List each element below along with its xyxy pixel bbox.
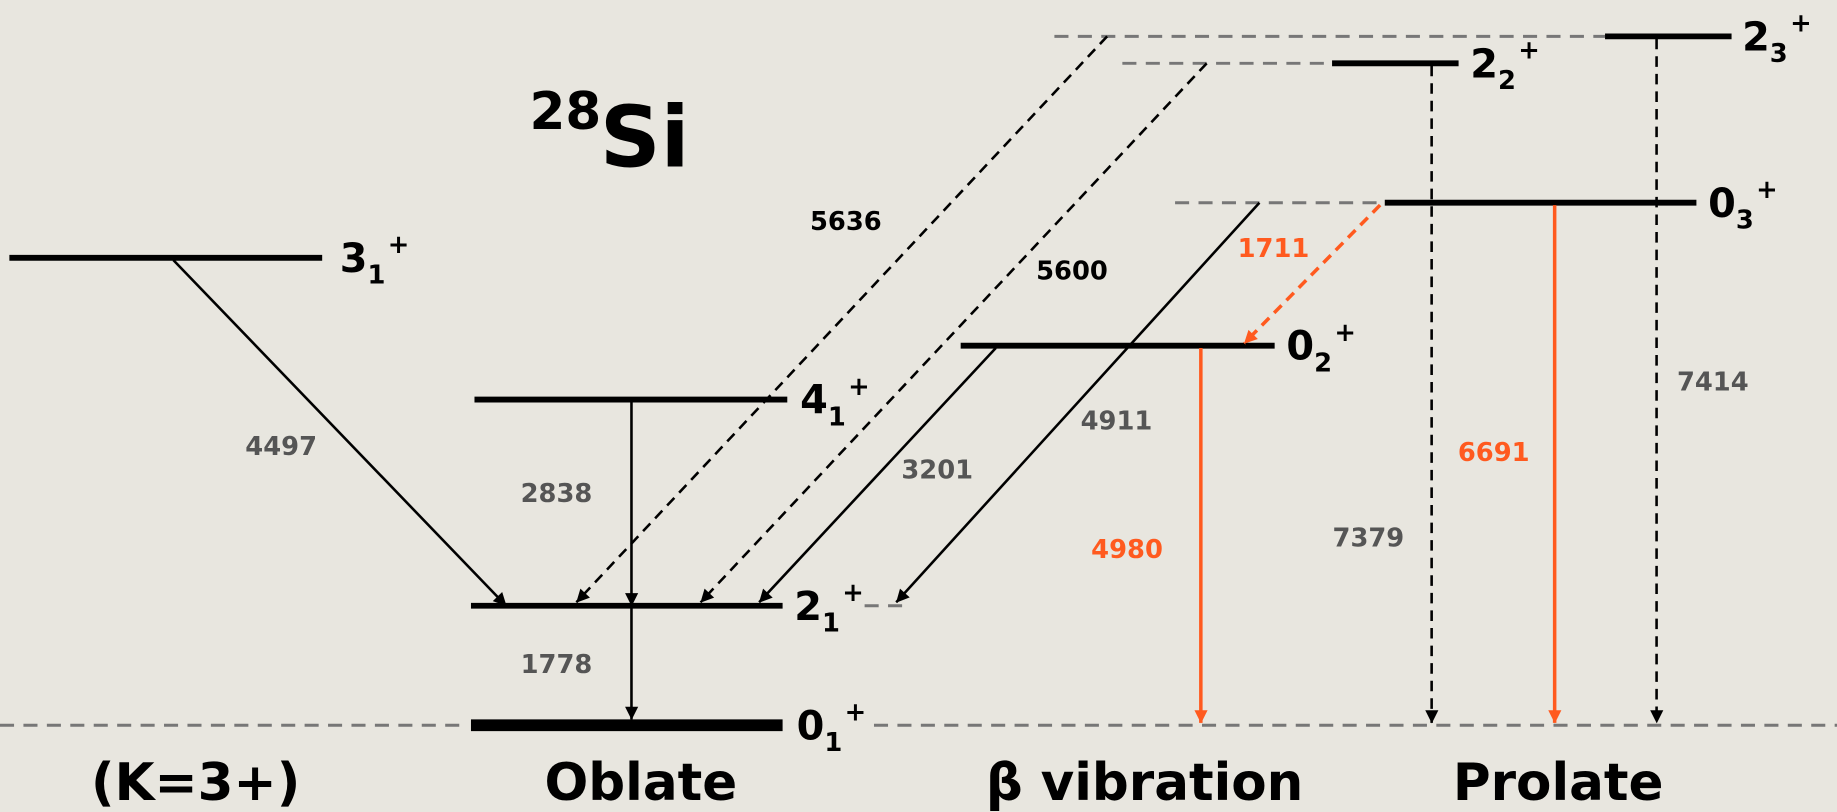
level-label: 21+ (794, 578, 864, 638)
parity: + (1334, 318, 1356, 348)
level-label: 22+ (1470, 36, 1540, 96)
transition-energy: 4497 (245, 432, 317, 462)
parity: + (1756, 175, 1778, 205)
level-index: 1 (828, 402, 846, 432)
parity: + (848, 372, 870, 402)
transition-arrow (895, 201, 1261, 604)
spin: 0 (797, 703, 825, 749)
element-symbol: Si (600, 88, 690, 186)
level-index: 1 (822, 609, 840, 639)
spin: 2 (1470, 41, 1498, 87)
band-label: Prolate (1453, 753, 1664, 812)
mass-number: 28 (530, 82, 602, 142)
band-label: β vibration (986, 753, 1304, 812)
transition-arrow (1242, 203, 1382, 345)
spin: 2 (794, 584, 822, 630)
transition-energy: 1711 (1238, 234, 1310, 264)
transition-arrow (758, 347, 997, 604)
level-index: 1 (824, 728, 842, 758)
transition-energy: 4980 (1091, 535, 1163, 565)
transition-energy: 4911 (1081, 406, 1153, 436)
parity: + (388, 230, 410, 260)
spin: 0 (1286, 324, 1314, 370)
guide-lines (0, 34, 1837, 727)
level-label: 23+ (1742, 9, 1812, 69)
level-label: 01+ (797, 698, 867, 758)
transition-energy: 6691 (1458, 438, 1530, 468)
level-index: 3 (1770, 39, 1788, 69)
spin: 0 (1708, 181, 1736, 227)
transition-energy: 1778 (521, 650, 593, 680)
level-label: 41+ (800, 372, 870, 432)
level-label: 31+ (340, 230, 410, 290)
band-label: Oblate (544, 753, 737, 812)
level-label: 02+ (1286, 318, 1356, 378)
transition-arrow (699, 62, 1208, 604)
band-label: (K=3+) (91, 753, 300, 812)
transition-energy: 2838 (521, 479, 593, 509)
level-index: 1 (367, 261, 385, 291)
parity: + (1518, 36, 1540, 66)
transition-arrow (172, 259, 508, 607)
transition-arrow (575, 35, 1109, 604)
level-index: 2 (1314, 348, 1332, 378)
spin: 2 (1742, 14, 1770, 60)
spin: 3 (340, 236, 368, 282)
transition-energy: 7414 (1677, 368, 1749, 398)
level-index: 3 (1736, 206, 1754, 236)
transition-energy: 5600 (1036, 256, 1108, 286)
parity: + (845, 698, 867, 728)
parity: + (842, 578, 864, 608)
level-index: 2 (1498, 66, 1516, 96)
transition-energy: 3201 (901, 456, 973, 486)
level-label: 03+ (1708, 175, 1778, 235)
parity: + (1790, 9, 1812, 39)
transition-energy: 7379 (1333, 523, 1405, 553)
transition-energy: 5636 (810, 207, 882, 237)
spin: 4 (800, 378, 828, 424)
